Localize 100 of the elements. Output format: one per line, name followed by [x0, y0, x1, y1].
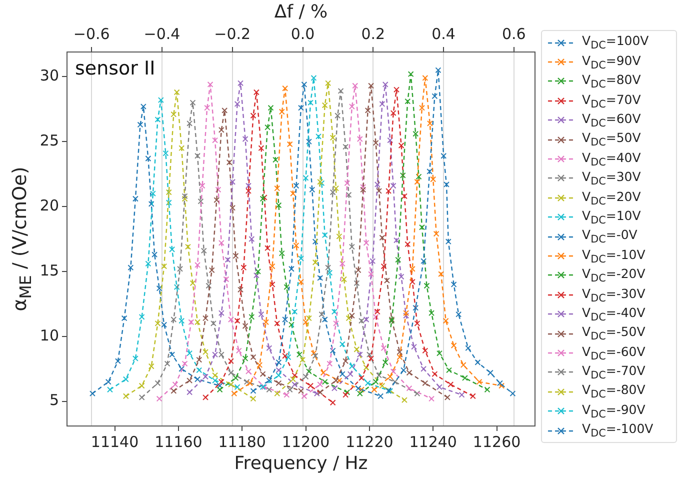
point — [325, 80, 332, 86]
point — [394, 86, 400, 93]
point — [396, 349, 403, 355]
point — [342, 358, 349, 364]
point — [242, 356, 248, 362]
point — [182, 360, 188, 367]
point — [364, 107, 371, 114]
point — [253, 272, 260, 278]
point — [188, 319, 194, 326]
point — [330, 134, 336, 141]
point — [218, 378, 224, 385]
point — [312, 238, 318, 245]
point — [390, 182, 396, 189]
point — [293, 242, 300, 248]
point — [302, 319, 309, 326]
point — [182, 196, 188, 202]
legend-label: V$_{DC}$=90V — [582, 52, 641, 72]
point — [145, 260, 152, 267]
point — [372, 314, 379, 320]
point — [308, 100, 314, 106]
point — [420, 366, 427, 372]
point — [194, 376, 201, 382]
point — [436, 384, 442, 390]
x2-tick-label: 0.2 — [361, 24, 386, 43]
point — [424, 282, 430, 289]
point — [342, 144, 349, 150]
point — [302, 174, 309, 181]
point — [354, 280, 360, 286]
point — [356, 136, 363, 142]
point — [228, 370, 234, 376]
point — [162, 150, 169, 156]
point — [266, 386, 272, 393]
point — [178, 366, 185, 372]
point — [339, 341, 346, 348]
point — [364, 380, 371, 386]
point — [196, 356, 202, 363]
point — [194, 262, 201, 268]
point — [272, 156, 279, 163]
point — [296, 352, 302, 358]
legend-label: V$_{DC}$=50V — [582, 130, 641, 149]
point — [356, 352, 363, 358]
point — [278, 250, 285, 256]
y-tick-label: 10 — [40, 326, 59, 344]
point — [250, 388, 256, 394]
point — [355, 267, 362, 274]
legend-label: V$_{DC}$=70V — [582, 92, 641, 110]
point — [218, 240, 224, 246]
point — [378, 393, 384, 400]
point — [236, 348, 242, 354]
point — [347, 371, 354, 378]
point — [409, 278, 416, 285]
point — [412, 130, 419, 137]
point — [333, 378, 339, 384]
legend-label: V$_{DC}$=-50V — [582, 324, 646, 343]
point — [422, 380, 428, 386]
point — [268, 104, 274, 111]
point — [156, 285, 162, 292]
point — [411, 344, 417, 350]
point — [368, 356, 374, 362]
point — [290, 190, 296, 197]
point — [341, 276, 347, 282]
point — [438, 271, 444, 278]
y-tick-label: 30 — [40, 66, 59, 85]
point — [218, 352, 224, 358]
point — [132, 356, 138, 362]
point — [379, 382, 386, 389]
x2-tick-label: 0.0 — [290, 24, 315, 43]
point — [132, 196, 138, 202]
point — [288, 322, 294, 328]
point — [242, 323, 248, 329]
legend-label: V$_{DC}$=-80V — [582, 382, 646, 401]
point — [331, 308, 338, 315]
point — [238, 80, 244, 86]
point — [368, 82, 374, 89]
point — [186, 350, 193, 356]
point — [269, 281, 276, 288]
point — [301, 81, 308, 88]
point — [398, 142, 404, 148]
x2-tick-label: −0.2 — [214, 24, 251, 43]
point — [458, 392, 465, 398]
point — [326, 360, 333, 367]
point — [154, 380, 161, 386]
point — [230, 204, 236, 211]
y-tick-label: 20 — [40, 196, 59, 214]
annotation: sensor II — [75, 57, 156, 80]
legend-label: V$_{DC}$=80V — [582, 72, 641, 91]
point — [206, 282, 212, 289]
point — [314, 390, 320, 397]
point — [414, 320, 420, 326]
point — [379, 234, 386, 241]
point — [348, 312, 355, 319]
point — [444, 181, 450, 188]
x-tick-label: 11200 — [282, 432, 330, 451]
point — [384, 278, 390, 284]
point — [326, 270, 333, 276]
point — [284, 392, 290, 398]
point — [178, 318, 185, 324]
point — [374, 181, 380, 188]
point — [435, 67, 442, 74]
point — [360, 184, 366, 190]
